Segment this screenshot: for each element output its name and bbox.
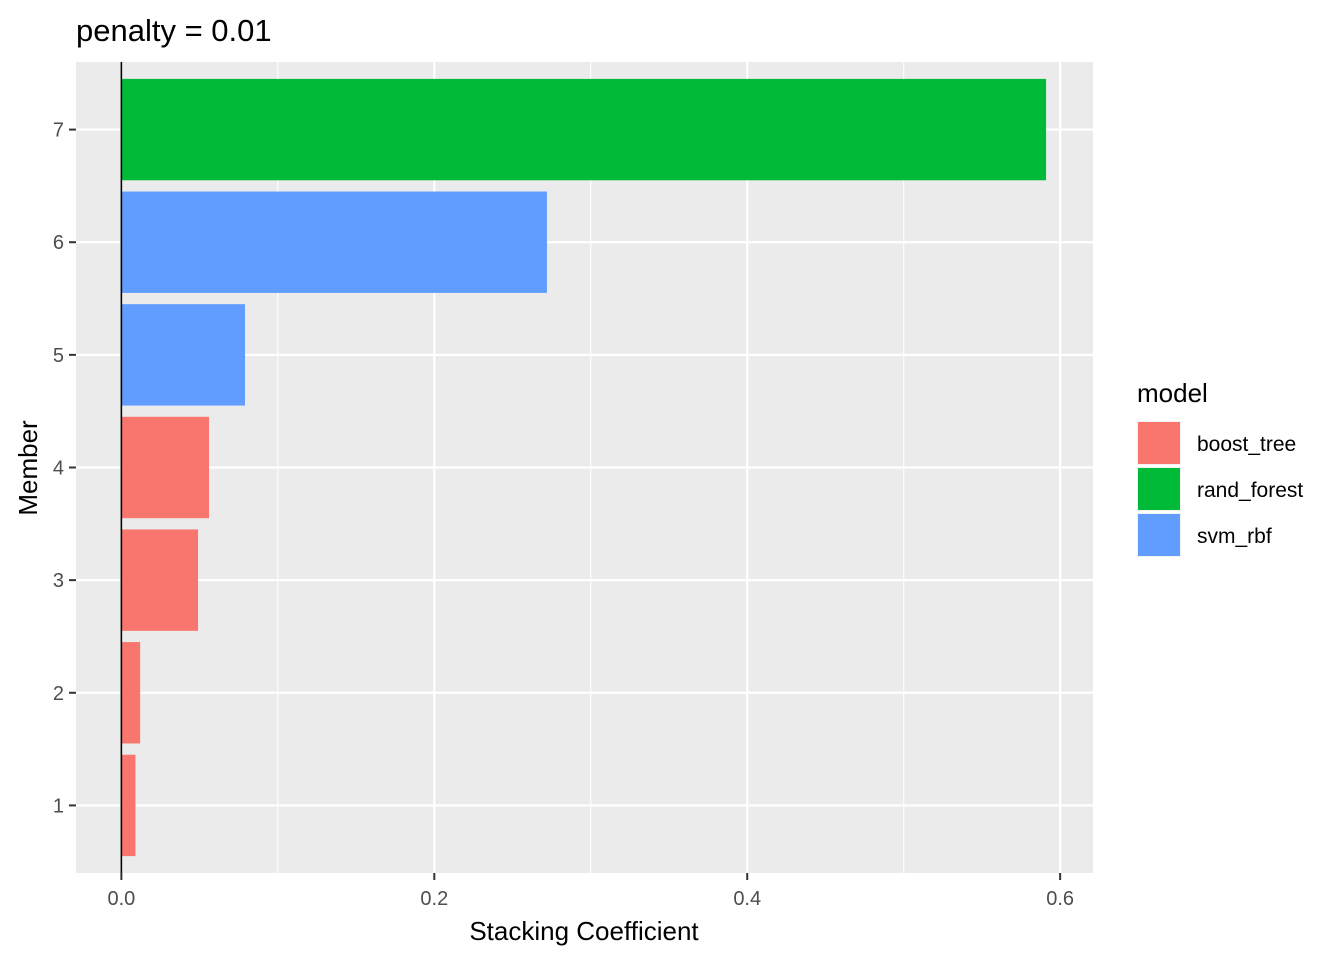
x-axis-title: Stacking Coefficient: [469, 916, 699, 946]
legend-key-svm_rbf: [1138, 514, 1180, 556]
legend-label-svm_rbf: svm_rbf: [1197, 525, 1272, 548]
y-axis-title: Member: [13, 420, 43, 516]
legend-key-boost_tree: [1138, 422, 1180, 464]
x-tick-label: 0.0: [107, 888, 135, 910]
legend-label-rand_forest: rand_forest: [1197, 479, 1303, 502]
y-tick-label: 6: [53, 232, 64, 254]
x-tick-label: 0.6: [1046, 888, 1074, 910]
bar-member-7: [121, 78, 1047, 181]
legend: model boost_tree rand_forest svm_rbf: [1137, 378, 1303, 557]
bar-member-2: [121, 642, 141, 744]
y-tick-label: 1: [53, 795, 64, 817]
bar-member-6: [121, 191, 547, 293]
y-tick-label: 7: [53, 120, 64, 142]
x-tick-label: 0.4: [733, 888, 761, 910]
y-tick-label: 2: [53, 683, 64, 705]
legend-title: model: [1137, 378, 1208, 408]
x-tick-label: 0.2: [420, 888, 448, 910]
legend-key-rand_forest: [1138, 468, 1180, 510]
chart-title: penalty = 0.01: [76, 13, 272, 48]
legend-label-boost_tree: boost_tree: [1197, 433, 1296, 456]
y-tick-label: 3: [53, 570, 64, 592]
bar-member-1: [121, 754, 136, 857]
bar-member-5: [121, 304, 245, 406]
bars: [120, 62, 1047, 873]
y-tick-label: 4: [53, 458, 64, 480]
bar-member-4: [121, 416, 209, 519]
y-tick-label: 5: [53, 345, 64, 367]
axes: 0.0 0.2 0.4 0.6 1 2 3 4 5 6 7: [53, 120, 1074, 910]
bar-member-3: [121, 529, 199, 631]
